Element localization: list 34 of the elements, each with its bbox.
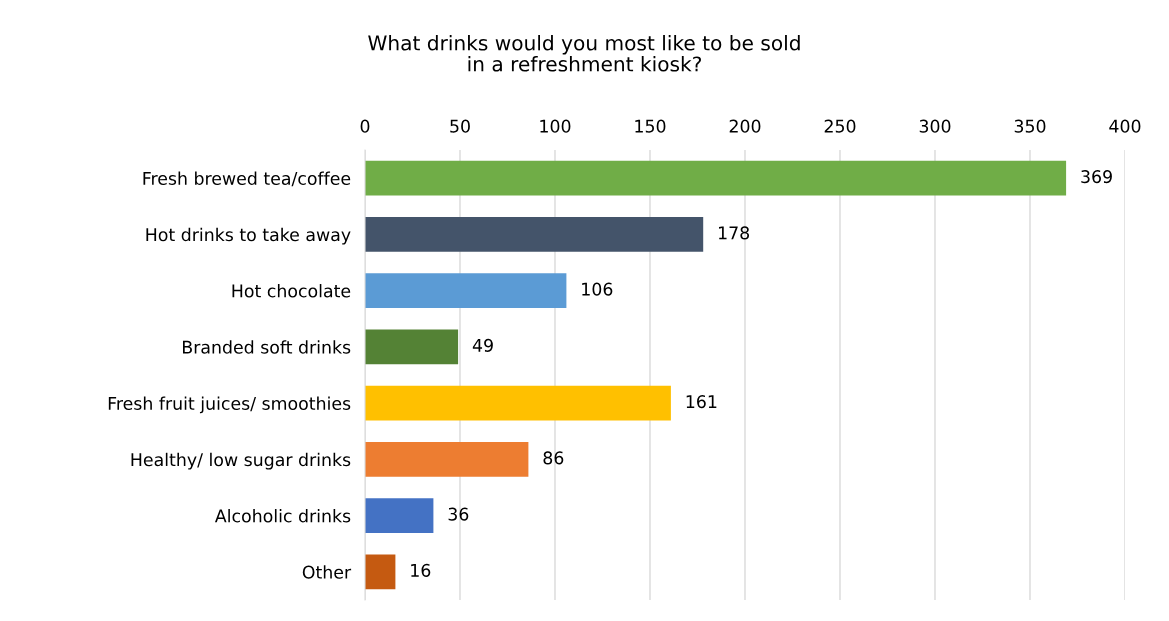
chart-title: What drinks would you most like to be sold in a refreshment kiosk? xyxy=(368,35,800,72)
y-tick-label: Fresh brewed tea/coffee xyxy=(143,171,351,187)
data-label: 178 xyxy=(719,226,750,240)
y-tick-label: Alcoholic drinks xyxy=(214,509,351,523)
bar xyxy=(365,329,459,365)
y-tick-label: Fresh fruit juices/ smoothies xyxy=(108,396,351,414)
y-tick-label: Hot drinks to take away xyxy=(146,227,351,245)
y-tick-label: Healthy/ low sugar drinks xyxy=(131,452,351,470)
data-label: 369 xyxy=(1081,170,1112,184)
bar xyxy=(365,441,529,477)
x-tick-label: 250 xyxy=(824,119,856,133)
data-label: 36 xyxy=(448,507,469,521)
data-label: 106 xyxy=(582,282,613,296)
x-tick-label: 150 xyxy=(635,119,666,133)
x-tick-label: 400 xyxy=(1109,119,1141,133)
data-label: 161 xyxy=(686,395,717,409)
x-tick-label: 50 xyxy=(450,119,470,133)
bar xyxy=(365,273,567,309)
x-tick-label: 0 xyxy=(360,119,370,133)
x-tick-label: 300 xyxy=(919,119,951,133)
data-label: 16 xyxy=(411,563,431,577)
data-label: 86 xyxy=(543,451,564,465)
bar xyxy=(365,385,671,421)
data-label: 49 xyxy=(472,338,493,352)
bar xyxy=(365,498,434,534)
x-tick-label: 200 xyxy=(729,119,761,133)
bar xyxy=(365,160,1067,196)
y-tick-label: Hot chocolate xyxy=(232,284,351,298)
bar xyxy=(365,554,396,590)
bar xyxy=(365,216,704,252)
x-tick-label: 350 xyxy=(1014,119,1046,133)
y-tick-label: Branded soft drinks xyxy=(183,340,351,354)
y-tick-label: Other xyxy=(302,565,352,579)
x-tick-label: 100 xyxy=(540,119,571,133)
